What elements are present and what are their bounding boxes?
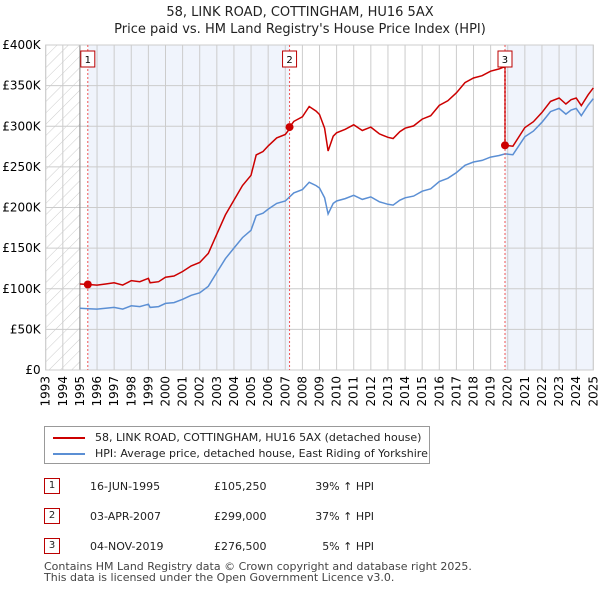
chart-title: 58, LINK ROAD, COTTINGHAM, HU16 5AX — [166, 5, 434, 20]
x-tick-label: 1998 — [124, 376, 138, 407]
sale-point — [500, 141, 509, 150]
sale-point — [83, 280, 92, 289]
legend-hpi: HPI: Average price, detached house, East… — [53, 447, 428, 460]
sale-hpi-delta: 5% ↑ HPI — [322, 540, 374, 553]
legend-price-label: 58, LINK ROAD, COTTINGHAM, HU16 5AX (det… — [95, 431, 422, 444]
hpi-line — [79, 98, 594, 310]
y-tick-label: £100K — [2, 282, 42, 296]
x-tick-label: 1994 — [56, 376, 70, 407]
sale-price: £299,000 — [214, 510, 267, 523]
x-tick-label: 2025 — [586, 376, 600, 407]
x-tick-label: 2015 — [415, 376, 429, 407]
sale-date: 03-APR-2007 — [90, 510, 162, 523]
sale-number: 1 — [44, 478, 60, 494]
x-tick-label: 2007 — [278, 376, 292, 407]
x-tick-label: 2024 — [569, 376, 583, 407]
sale-price: £276,500 — [214, 540, 267, 553]
x-tick-label: 2004 — [227, 376, 241, 407]
x-tick-label: 2006 — [261, 376, 275, 407]
x-tick-label: 2019 — [484, 376, 498, 407]
plot-border — [45, 44, 594, 371]
sale-number: 2 — [44, 508, 60, 524]
sale-label: 1 — [85, 55, 91, 66]
x-tick-label: 1993 — [39, 376, 53, 407]
x-tick-label: 2009 — [313, 376, 327, 407]
sale-label: 2 — [286, 55, 292, 66]
x-tick-label: 2000 — [158, 376, 172, 407]
sale-hpi-delta: 37% ↑ HPI — [315, 510, 374, 523]
y-tick-label: £200K — [2, 201, 42, 215]
x-tick-label: 2011 — [347, 376, 361, 407]
x-tick-label: 2012 — [364, 376, 378, 407]
y-tick-label: £250K — [2, 160, 42, 174]
x-tick-label: 2017 — [449, 376, 463, 407]
x-tick-label: 2001 — [176, 376, 190, 407]
sale-date: 04-NOV-2019 — [90, 540, 164, 553]
footer-line-1: Contains HM Land Registry data © Crown c… — [44, 560, 472, 573]
footer-line-2: This data is licensed under the Open Gov… — [44, 571, 395, 584]
x-tick-label: 2022 — [535, 376, 549, 407]
x-tick-label: 2014 — [398, 376, 412, 407]
sale-point — [285, 123, 294, 132]
y-tick-label: £300K — [2, 119, 42, 133]
x-tick-label: 2023 — [552, 376, 566, 407]
legend-price: 58, LINK ROAD, COTTINGHAM, HU16 5AX (det… — [53, 431, 421, 444]
x-tick-label: 1997 — [107, 376, 121, 407]
x-tick-label: 2002 — [193, 376, 207, 407]
sale-price: £105,250 — [214, 480, 267, 493]
sale-label-box — [80, 50, 96, 68]
chart-subtitle: Price paid vs. HM Land Registry's House … — [114, 22, 486, 37]
y-tick-label: £50K — [10, 322, 42, 336]
x-tick-label: 2010 — [330, 376, 344, 407]
x-tick-label: 2020 — [501, 376, 515, 407]
x-tick-label: 2018 — [467, 376, 481, 407]
x-tick-label: 1999 — [141, 376, 155, 407]
sale-label-box — [497, 50, 513, 68]
x-tick-label: 2003 — [210, 376, 224, 407]
legend-hpi-label: HPI: Average price, detached house, East… — [95, 447, 428, 460]
y-tick-label: £150K — [2, 241, 42, 255]
x-tick-label: 2008 — [295, 376, 309, 407]
y-tick-label: £0 — [25, 363, 40, 377]
x-tick-label: 2016 — [432, 376, 446, 407]
footer: Contains HM Land Registry data © Crown c… — [44, 561, 472, 583]
y-tick-label: £400K — [2, 38, 42, 52]
x-tick-label: 1996 — [90, 376, 104, 407]
sale-label: 3 — [502, 55, 508, 66]
sale-label-box — [282, 50, 298, 68]
x-tick-label: 2021 — [518, 376, 532, 407]
x-tick-label: 2013 — [381, 376, 395, 407]
x-tick-label: 1995 — [73, 376, 87, 407]
sale-date: 16-JUN-1995 — [90, 480, 161, 493]
sale-number: 3 — [44, 538, 60, 554]
x-tick-label: 2005 — [244, 376, 258, 407]
legend: 58, LINK ROAD, COTTINGHAM, HU16 5AX (det… — [44, 426, 430, 464]
y-tick-label: £350K — [2, 79, 42, 93]
sale-hpi-delta: 39% ↑ HPI — [315, 480, 374, 493]
